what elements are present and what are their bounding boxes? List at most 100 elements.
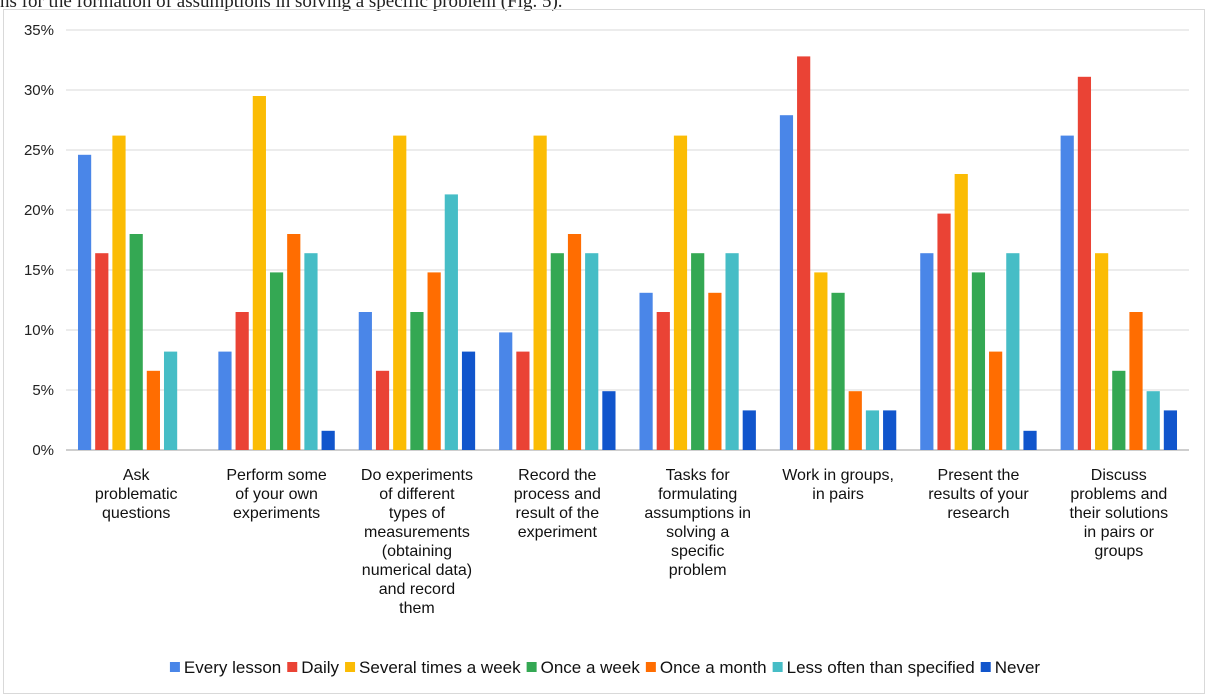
bar xyxy=(410,312,424,450)
bar xyxy=(567,234,582,450)
bars xyxy=(77,56,1178,451)
legend-swatch xyxy=(345,662,356,672)
bar xyxy=(1129,312,1143,450)
y-tick-label: 15% xyxy=(24,262,54,279)
x-axis: Ask problematic questions Perform some of yo… xyxy=(95,467,1168,617)
y-tick-label: 25% xyxy=(24,142,54,159)
legend-item: Once a month xyxy=(645,658,767,677)
bar xyxy=(393,135,407,450)
bar xyxy=(708,292,722,450)
bar xyxy=(742,410,756,450)
bar xyxy=(112,135,126,450)
bar xyxy=(602,391,616,450)
bar xyxy=(95,253,109,450)
bar xyxy=(989,351,1003,450)
bar xyxy=(533,135,547,450)
bar xyxy=(146,370,160,450)
caption-fragment: ns for the formation of assumptions in s… xyxy=(0,0,563,11)
bar xyxy=(831,292,845,450)
legend-swatch xyxy=(645,662,656,672)
bar xyxy=(1095,253,1109,450)
x-category-label: Ask problematic questions xyxy=(95,467,178,522)
bar xyxy=(1163,410,1178,450)
gridlines xyxy=(66,29,1189,451)
bar xyxy=(444,194,458,450)
bar xyxy=(1023,430,1037,450)
bar xyxy=(321,430,335,450)
bar xyxy=(691,253,705,450)
legend-item: Every lesson xyxy=(169,658,281,677)
legend-swatch xyxy=(526,662,537,672)
legend-label: Once a month xyxy=(660,658,767,677)
legend-item: Several times a week xyxy=(345,658,521,677)
y-tick-label: 5% xyxy=(32,382,54,399)
bar xyxy=(883,410,897,450)
bar xyxy=(163,351,178,450)
y-tick-label: 10% xyxy=(24,322,54,339)
legend-item: Less often than specified xyxy=(772,658,975,677)
y-tick-label: 30% xyxy=(24,82,54,99)
legend-label: Once a week xyxy=(541,658,641,677)
bar xyxy=(218,351,232,450)
legend-swatch xyxy=(287,662,298,672)
bar xyxy=(269,272,284,450)
bar xyxy=(865,410,880,450)
x-category-label: Tasks for formulating assumptions in solvin… xyxy=(644,467,751,579)
chart-frame: 0% 5% 10% 15% 20% 25% 30% 35% Ask problematic que… xyxy=(3,9,1205,694)
bar xyxy=(656,312,670,450)
bar xyxy=(427,272,441,450)
legend-item: Once a week xyxy=(526,658,641,677)
bar xyxy=(550,253,564,450)
bar xyxy=(797,56,811,451)
bar xyxy=(1112,370,1126,450)
bar xyxy=(585,253,599,450)
bar xyxy=(639,292,653,450)
bar xyxy=(1146,391,1160,450)
legend-swatch xyxy=(980,662,991,672)
bar xyxy=(252,96,266,450)
x-category-label: Present the results of your research xyxy=(928,467,1029,522)
y-tick-label: 20% xyxy=(24,202,54,219)
bar xyxy=(304,253,318,450)
bar xyxy=(129,234,143,450)
bar xyxy=(461,351,476,450)
bar xyxy=(1077,76,1092,451)
bar xyxy=(954,174,968,450)
bar xyxy=(725,253,739,450)
bar xyxy=(971,272,986,450)
bar xyxy=(937,213,951,450)
y-tick-label: 0% xyxy=(32,442,54,459)
y-axis: 0% 5% 10% 15% 20% 25% 30% 35% xyxy=(24,22,54,459)
bar xyxy=(779,115,794,450)
legend-label: Less often than specified xyxy=(787,658,975,677)
bar xyxy=(1060,135,1074,450)
bar xyxy=(77,154,92,451)
bar xyxy=(814,272,828,450)
legend-label: Daily xyxy=(301,658,339,677)
bar-chart: 0% 5% 10% 15% 20% 25% 30% 35% Ask problematic que… xyxy=(24,22,1189,677)
x-category-label: Do experiments of different types of measur… xyxy=(361,467,473,617)
legend-swatch xyxy=(772,662,783,672)
bar xyxy=(235,312,249,450)
legend-label: Every lesson xyxy=(184,658,281,677)
x-category-label: Work in groups, in pairs xyxy=(782,467,894,503)
legend-item: Never xyxy=(980,658,1041,677)
bar xyxy=(358,312,372,450)
legend-swatch xyxy=(169,662,180,672)
x-category-label: Perform some of your own experiments xyxy=(226,467,327,522)
bar xyxy=(920,253,934,450)
bar xyxy=(516,351,530,450)
bar xyxy=(375,370,390,450)
bar xyxy=(499,332,513,450)
legend-label: Several times a week xyxy=(359,658,521,677)
x-category-label: Discuss problems and their solutions in pai… xyxy=(1069,467,1168,560)
legend: Every lesson Daily Several times a week Onc… xyxy=(169,658,1041,677)
y-tick-label: 35% xyxy=(24,22,54,39)
legend-item: Daily xyxy=(287,658,340,677)
bar xyxy=(287,234,301,450)
legend-label: Never xyxy=(995,658,1041,677)
x-category-label: Record the process and result of the experi… xyxy=(514,467,601,541)
bar xyxy=(848,391,862,450)
bar xyxy=(673,135,688,450)
bar xyxy=(1006,253,1020,450)
